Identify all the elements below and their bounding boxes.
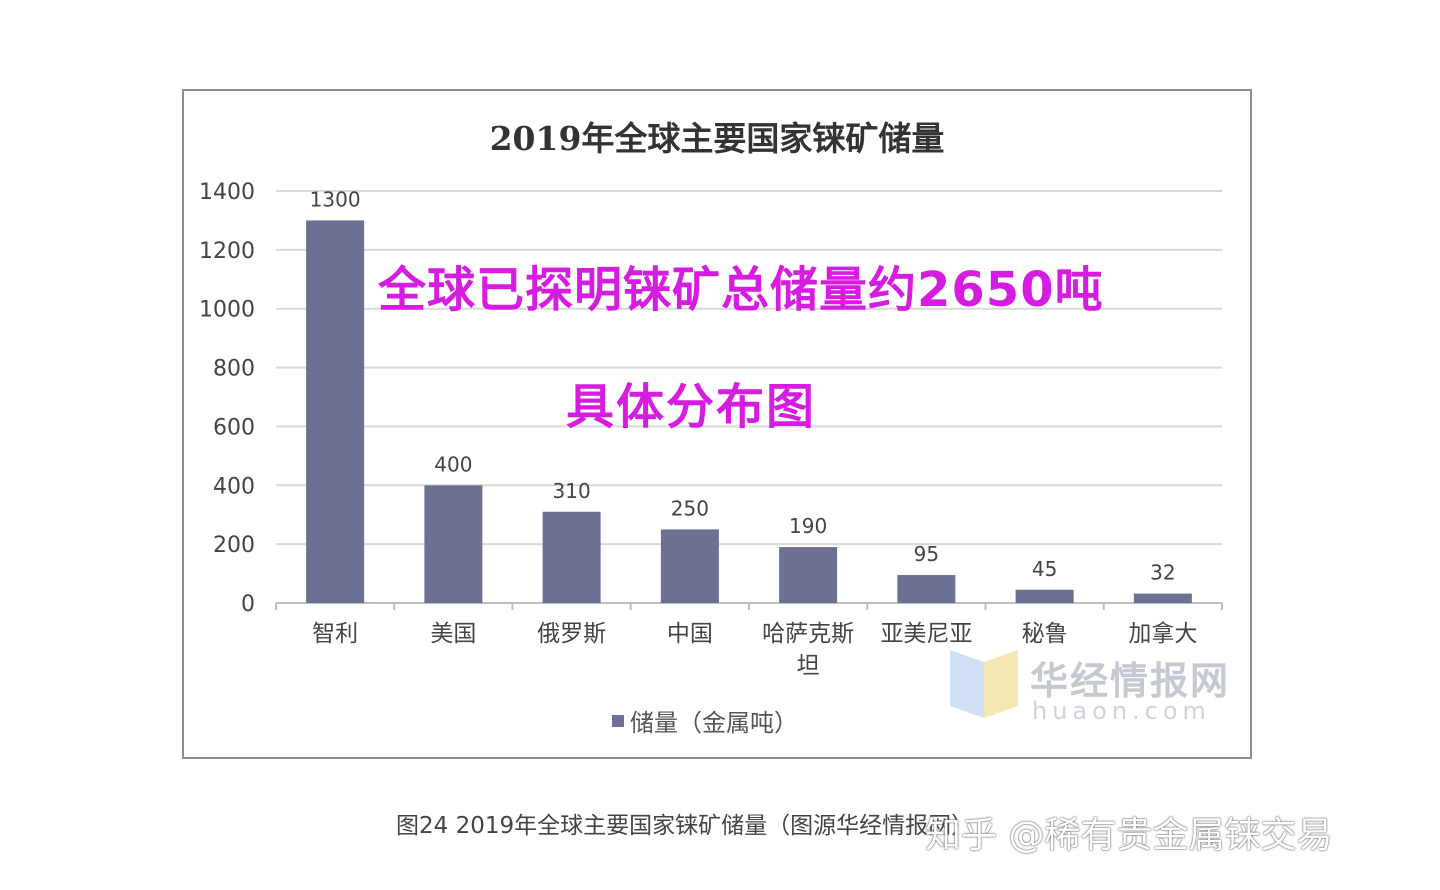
- x-tick-label: 俄罗斯: [537, 621, 606, 647]
- figure-caption: 图24 2019年全球主要国家铼矿储量（图源华经情报网）: [396, 813, 975, 839]
- data-label: 310: [553, 479, 591, 503]
- data-label: 400: [434, 452, 472, 476]
- bar: [779, 547, 838, 603]
- watermark-name: 华经情报网: [1030, 659, 1231, 703]
- overlay-subheadline: 具体分布图: [566, 379, 817, 435]
- huaon-logo-icon: [950, 650, 1018, 718]
- data-label: 190: [789, 514, 827, 538]
- bar: [306, 220, 365, 603]
- y-tick-label: 400: [213, 474, 255, 499]
- overlay-headline: 全球已探明铼矿总储量约2650吨: [378, 262, 1104, 318]
- bar: [1133, 593, 1192, 603]
- y-tick-label: 1000: [199, 298, 255, 323]
- legend: 储量（金属吨）: [612, 703, 798, 738]
- bar: [1015, 589, 1074, 603]
- legend-label: 储量（金属吨）: [630, 709, 798, 737]
- data-label: 250: [671, 496, 709, 520]
- y-tick-label: 200: [213, 533, 255, 558]
- data-label: 32: [1150, 561, 1175, 585]
- x-tick-label: 坦: [797, 653, 820, 679]
- zhihu-watermark: 知乎 @稀有贵金属铼交易: [925, 815, 1333, 856]
- data-label: 1300: [310, 187, 361, 211]
- y-tick-label: 800: [213, 357, 255, 382]
- chart-title: 2019年全球主要国家铼矿储量: [489, 119, 945, 158]
- x-tick-label: 智利: [312, 621, 358, 647]
- y-tick-label: 0: [241, 592, 255, 617]
- bar: [897, 575, 956, 603]
- watermark-url: huaon.com: [1032, 697, 1211, 725]
- y-tick-label: 1200: [199, 239, 255, 264]
- x-tick-label: 亚美尼亚: [880, 621, 972, 647]
- bar: [542, 511, 601, 603]
- x-tick-label: 美国: [430, 621, 476, 647]
- x-tick-label: 中国: [667, 621, 713, 647]
- bar: [424, 485, 483, 603]
- x-tick-label: 哈萨克斯: [762, 621, 854, 647]
- data-label: 95: [914, 542, 939, 566]
- x-tick-label: 加拿大: [1128, 620, 1197, 647]
- y-tick-label: 1400: [199, 180, 255, 205]
- y-tick-label: 600: [213, 415, 255, 440]
- legend-swatch: [612, 714, 624, 727]
- x-tick-label: 秘鲁: [1022, 621, 1068, 647]
- bar: [660, 529, 719, 603]
- data-label: 45: [1032, 557, 1057, 581]
